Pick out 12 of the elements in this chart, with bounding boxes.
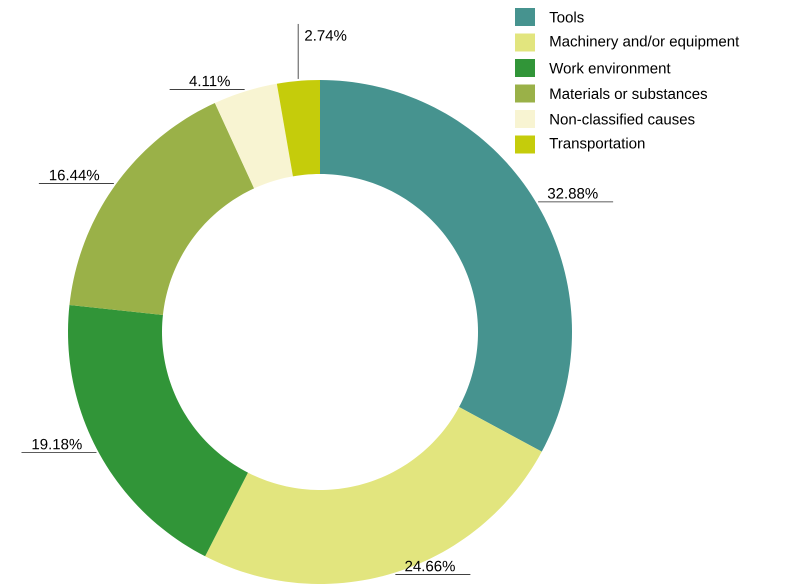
data-label: 32.88% — [548, 188, 598, 199]
data-label: 19.18% — [32, 438, 82, 450]
legend-label: Work environment — [549, 62, 671, 74]
legend-label: Materials or substances — [550, 88, 708, 99]
legend-label: Tools — [550, 11, 584, 22]
legend-label: Non-classified causes — [550, 113, 695, 124]
data-label: 2.74% — [305, 30, 346, 41]
data-label: 24.66% — [405, 560, 455, 572]
data-label: 4.11% — [189, 76, 230, 86]
legend-label: Machinery and/or equipment — [550, 36, 740, 50]
legend-label: Transportation — [550, 138, 644, 152]
data-label: 16.44% — [50, 170, 100, 180]
